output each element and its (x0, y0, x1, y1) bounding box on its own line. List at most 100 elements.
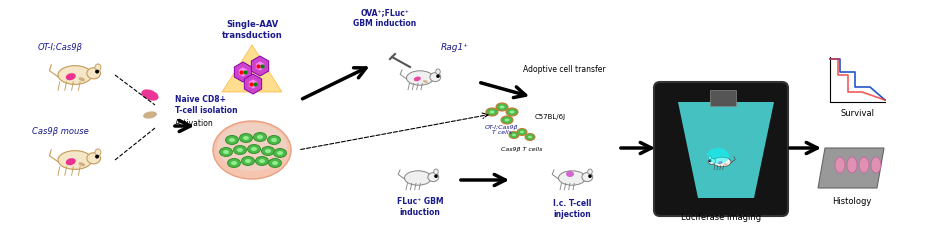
Ellipse shape (143, 111, 157, 119)
Bar (710, 90, 736, 106)
Ellipse shape (433, 169, 438, 174)
Ellipse shape (436, 69, 440, 74)
Ellipse shape (265, 149, 271, 153)
Ellipse shape (245, 159, 251, 163)
Ellipse shape (707, 148, 729, 164)
Circle shape (96, 70, 99, 73)
Text: Survival: Survival (840, 109, 874, 119)
Ellipse shape (718, 161, 723, 164)
Ellipse shape (58, 66, 92, 84)
Polygon shape (222, 45, 282, 92)
Ellipse shape (86, 68, 100, 79)
Text: Histology: Histology (832, 198, 871, 207)
Text: Single-AAV
transduction: Single-AAV transduction (221, 20, 283, 40)
Ellipse shape (588, 169, 592, 174)
Text: OT-I;Cas9β: OT-I;Cas9β (37, 43, 83, 52)
Ellipse shape (423, 80, 428, 83)
Ellipse shape (228, 158, 241, 167)
Circle shape (710, 160, 711, 161)
Ellipse shape (506, 108, 518, 116)
Ellipse shape (871, 157, 881, 173)
Ellipse shape (835, 157, 845, 173)
Ellipse shape (428, 173, 439, 182)
Ellipse shape (496, 103, 508, 111)
Ellipse shape (254, 133, 267, 142)
Text: Activation: Activation (175, 119, 214, 128)
Ellipse shape (504, 119, 510, 122)
Ellipse shape (257, 135, 263, 139)
Ellipse shape (225, 136, 238, 145)
Ellipse shape (217, 123, 287, 171)
Ellipse shape (406, 71, 433, 85)
Ellipse shape (256, 156, 269, 165)
Text: OVA⁺;FLuc⁺
GBM induction: OVA⁺;FLuc⁺ GBM induction (353, 8, 417, 28)
Text: Naive CD8+
T-cell isolation: Naive CD8+ T-cell isolation (175, 95, 238, 115)
Ellipse shape (223, 150, 229, 154)
Ellipse shape (489, 110, 495, 113)
Ellipse shape (78, 162, 85, 166)
Ellipse shape (517, 128, 527, 136)
Ellipse shape (95, 64, 101, 71)
Ellipse shape (525, 134, 535, 140)
Ellipse shape (237, 148, 243, 152)
Circle shape (96, 155, 99, 158)
Ellipse shape (509, 131, 519, 139)
Ellipse shape (66, 158, 75, 165)
Ellipse shape (66, 73, 75, 80)
Ellipse shape (251, 147, 257, 151)
Ellipse shape (247, 145, 260, 154)
Ellipse shape (528, 136, 532, 138)
Text: OT-I;Cas9β
T cells: OT-I;Cas9β T cells (485, 125, 519, 135)
Text: C57BL/6J: C57BL/6J (535, 114, 565, 120)
Polygon shape (818, 148, 884, 188)
Ellipse shape (724, 163, 727, 165)
Ellipse shape (847, 157, 857, 173)
Ellipse shape (231, 161, 237, 165)
Text: I.c. T-cell
injection: I.c. T-cell injection (552, 199, 591, 219)
Ellipse shape (243, 136, 249, 140)
Ellipse shape (233, 146, 246, 155)
Ellipse shape (271, 138, 277, 142)
Ellipse shape (582, 173, 592, 182)
Ellipse shape (213, 121, 291, 179)
Ellipse shape (86, 153, 100, 164)
Text: Adoptive cell transfer: Adoptive cell transfer (523, 66, 605, 75)
Ellipse shape (141, 89, 159, 101)
Ellipse shape (259, 159, 265, 163)
Ellipse shape (269, 158, 282, 167)
Ellipse shape (566, 171, 574, 177)
Ellipse shape (499, 106, 504, 109)
Ellipse shape (486, 108, 498, 116)
Ellipse shape (713, 157, 731, 167)
Ellipse shape (510, 110, 514, 113)
Ellipse shape (277, 151, 283, 155)
Ellipse shape (58, 151, 92, 169)
Ellipse shape (430, 73, 441, 82)
Circle shape (437, 75, 439, 77)
Ellipse shape (501, 116, 513, 124)
Ellipse shape (709, 158, 715, 164)
Ellipse shape (405, 171, 432, 185)
Ellipse shape (78, 77, 85, 81)
Text: Cas9β T cells: Cas9β T cells (501, 148, 543, 152)
Text: FLuc⁺ GBM
induction: FLuc⁺ GBM induction (397, 197, 444, 217)
Ellipse shape (95, 149, 101, 156)
Ellipse shape (272, 161, 278, 165)
Ellipse shape (559, 171, 586, 185)
Ellipse shape (520, 131, 524, 133)
Text: Cas9β mouse: Cas9β mouse (32, 128, 88, 137)
Ellipse shape (219, 148, 232, 156)
Ellipse shape (709, 156, 711, 160)
Ellipse shape (261, 146, 274, 155)
Ellipse shape (414, 76, 421, 81)
Text: Luciferase imaging: Luciferase imaging (681, 213, 761, 222)
Ellipse shape (859, 157, 869, 173)
FancyBboxPatch shape (654, 82, 788, 216)
Ellipse shape (240, 134, 253, 143)
Ellipse shape (512, 134, 516, 136)
Ellipse shape (268, 136, 281, 145)
Ellipse shape (273, 149, 286, 158)
Text: Rag1⁺: Rag1⁺ (441, 43, 469, 52)
Circle shape (589, 175, 591, 177)
Circle shape (435, 175, 437, 177)
